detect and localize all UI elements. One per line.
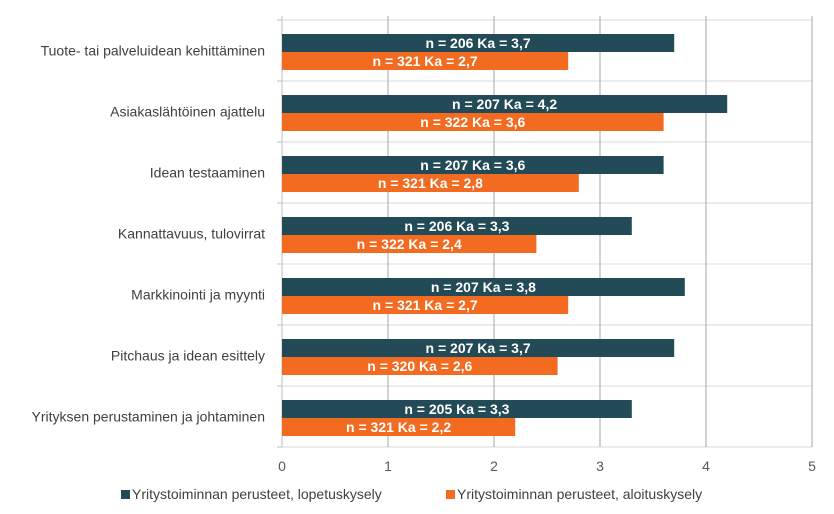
bar-data-label: n = 320 Ka = 2,6 bbox=[367, 358, 472, 374]
bar-data-label: n = 207 Ka = 3,6 bbox=[420, 157, 525, 173]
bar-aloituskysely bbox=[282, 357, 558, 375]
bar-data-label: n = 322 Ka = 2,4 bbox=[357, 236, 462, 252]
category-label: Yrityksen perustaminen ja johtaminen bbox=[32, 409, 265, 425]
bar-data-label: n = 206 Ka = 3,3 bbox=[404, 218, 509, 234]
x-tick-label: 3 bbox=[596, 458, 604, 474]
bar-data-label: n = 205 Ka = 3,3 bbox=[404, 401, 509, 417]
category-label: Asiakaslähtöinen ajattelu bbox=[110, 104, 265, 120]
bar-data-label: n = 321 Ka = 2,7 bbox=[373, 297, 478, 313]
bar-aloituskysely bbox=[282, 235, 537, 253]
legend-label: Yritystoiminnan perusteet, lopetuskysely bbox=[132, 486, 382, 502]
x-tick-label: 0 bbox=[278, 458, 286, 474]
bar-lopetuskysely bbox=[282, 339, 675, 357]
bar-data-label: n = 321 Ka = 2,2 bbox=[346, 419, 451, 435]
x-tick-label: 1 bbox=[384, 458, 392, 474]
legend-item-lopetuskysely: Yritystoiminnan perusteet, lopetuskysely bbox=[121, 486, 382, 502]
category-label: Tuote- tai palveluidean kehittäminen bbox=[41, 43, 265, 59]
legend-swatch bbox=[446, 489, 455, 499]
legend-label: Yritystoiminnan perusteet, aloituskysely bbox=[457, 486, 703, 502]
bar-lopetuskysely bbox=[282, 278, 685, 296]
category-label: Pitchaus ja idean esittely bbox=[111, 348, 265, 364]
x-tick-label: 5 bbox=[808, 458, 816, 474]
bar-data-label: n = 322 Ka = 3,6 bbox=[420, 114, 525, 130]
legend-swatch bbox=[121, 489, 130, 499]
bar-aloituskysely bbox=[282, 296, 569, 314]
bar-lopetuskysely bbox=[282, 34, 675, 52]
bar-data-label: n = 207 Ka = 3,8 bbox=[431, 279, 536, 295]
category-label: Kannattavuus, tulovirrat bbox=[118, 226, 265, 242]
bar-data-label: n = 207 Ka = 4,2 bbox=[452, 96, 557, 112]
bar-data-label: n = 206 Ka = 3,7 bbox=[426, 35, 531, 51]
bar-data-label: n = 321 Ka = 2,8 bbox=[378, 175, 483, 191]
bar-aloituskysely bbox=[282, 52, 569, 70]
bar-data-label: n = 207 Ka = 3,7 bbox=[426, 340, 531, 356]
bar-aloituskysely bbox=[282, 113, 664, 131]
bar-lopetuskysely bbox=[282, 156, 664, 174]
legend-item-aloituskysely: Yritystoiminnan perusteet, aloituskysely bbox=[446, 486, 702, 502]
bar-aloituskysely bbox=[282, 174, 579, 192]
category-label: Idean testaaminen bbox=[150, 165, 265, 181]
category-label: Markkinointi ja myynti bbox=[131, 287, 265, 303]
x-tick-label: 4 bbox=[702, 458, 710, 474]
x-tick-label: 2 bbox=[490, 458, 498, 474]
bar-aloituskysely bbox=[282, 418, 516, 436]
bar-chart: 0 1 2 3 4 5 Tuote- tai palveluidean kehittämin… bbox=[32, 16, 816, 474]
bar-lopetuskysely bbox=[282, 217, 632, 235]
bar-data-label: n = 321 Ka = 2,7 bbox=[373, 53, 478, 69]
bar-lopetuskysely bbox=[282, 95, 728, 113]
bar-lopetuskysely bbox=[282, 400, 632, 418]
